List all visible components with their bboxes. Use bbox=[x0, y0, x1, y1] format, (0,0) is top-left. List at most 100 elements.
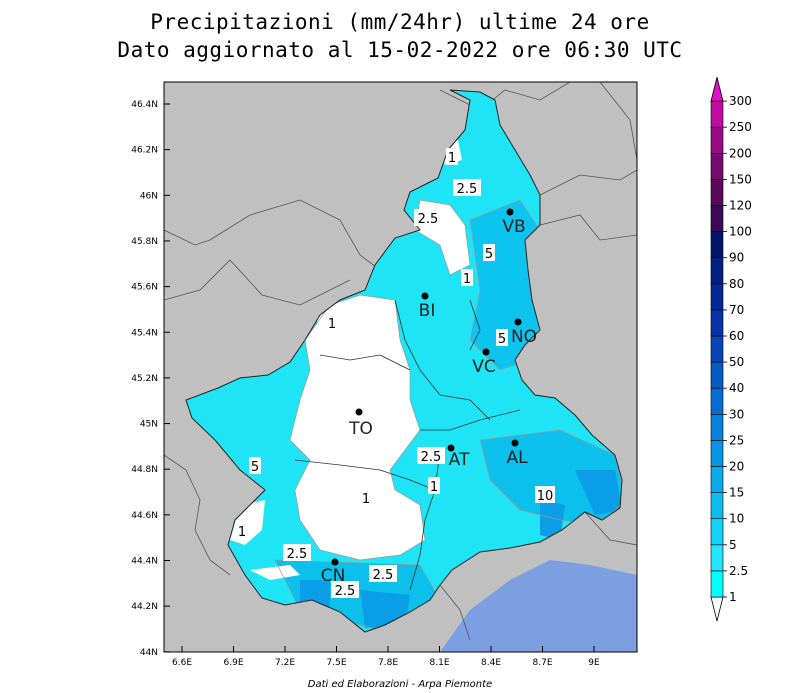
contour-label-bg bbox=[360, 489, 372, 506]
legend-swatch bbox=[710, 518, 724, 546]
legend-label: 40 bbox=[729, 381, 744, 395]
legend-arrow-top bbox=[710, 77, 724, 102]
rainfall-areas bbox=[230, 140, 622, 631]
contour-label: 5 bbox=[498, 332, 506, 347]
contour-label: 2.5 bbox=[418, 212, 439, 227]
contour-label: 1 bbox=[448, 151, 456, 166]
contour-label-bg bbox=[428, 477, 440, 494]
contour-label: 2.5 bbox=[421, 450, 442, 465]
legend-swatch bbox=[710, 466, 724, 493]
legend-label: 5 bbox=[729, 538, 737, 552]
lon-label: 7.8E bbox=[378, 658, 398, 668]
contour-label: 1 bbox=[328, 317, 336, 332]
legend-label: 300 bbox=[729, 94, 752, 108]
lon-label: 8.1E bbox=[430, 658, 450, 668]
city-dot bbox=[421, 292, 429, 300]
city-dot bbox=[355, 408, 363, 416]
lon-label: 9E bbox=[588, 658, 600, 668]
contour-label: 1 bbox=[362, 492, 370, 507]
legend-label: 100 bbox=[729, 225, 752, 239]
legend-swatch bbox=[710, 205, 724, 232]
border-lines bbox=[164, 82, 637, 641]
lat-label: 44.2N bbox=[131, 602, 158, 612]
contour-label-bg bbox=[417, 447, 445, 464]
legend-swatch bbox=[710, 361, 724, 389]
legend-swatch bbox=[710, 413, 724, 441]
city-label: AT bbox=[449, 450, 470, 470]
lon-label: 6.6E bbox=[172, 658, 192, 668]
lat-label: 46.2N bbox=[131, 146, 158, 156]
city-dot bbox=[514, 318, 522, 326]
precipitation-legend: 1 2.5 5 10 15 20 25 30 40 50 60 70 80 90 100 120 150 200 2… bbox=[710, 77, 752, 622]
lat-label: 45.6N bbox=[131, 283, 158, 293]
city-label: VB bbox=[502, 217, 525, 237]
legend-swatch bbox=[710, 309, 724, 337]
legend-swatch bbox=[710, 387, 724, 415]
legend-label: 2.5 bbox=[729, 564, 748, 578]
contour-label-bg bbox=[483, 244, 495, 261]
contour-label: 5 bbox=[251, 460, 259, 475]
legend-swatch bbox=[710, 153, 724, 180]
contour-label: 1 bbox=[430, 480, 438, 495]
city-label: TO bbox=[348, 419, 373, 439]
contour-label-bg bbox=[496, 329, 508, 346]
map-title: Precipitazioni (mm/24hr) ultime 24 ore bbox=[150, 10, 650, 34]
legend-label: 20 bbox=[729, 460, 744, 474]
city-label: BI bbox=[419, 301, 436, 321]
contour-label-bg bbox=[453, 179, 481, 196]
contour-label-bg bbox=[535, 486, 555, 503]
legend-swatch bbox=[710, 126, 724, 154]
contour-label: 1 bbox=[463, 272, 471, 287]
contour-label-bg bbox=[461, 269, 473, 286]
contour-label-bg bbox=[249, 457, 261, 474]
legend-swatch bbox=[710, 440, 724, 467]
lat-label: 44N bbox=[140, 648, 158, 658]
city-dot bbox=[506, 208, 514, 216]
lat-label: 45.8N bbox=[131, 237, 158, 247]
legend-label: 15 bbox=[729, 486, 744, 500]
legend-swatch bbox=[710, 231, 724, 259]
legend-swatch bbox=[710, 257, 724, 285]
sea-area bbox=[440, 560, 637, 652]
contour-label-bg bbox=[326, 314, 338, 331]
legend-label: 200 bbox=[729, 146, 752, 160]
contour-label-bg bbox=[236, 522, 248, 539]
legend-label: 50 bbox=[729, 355, 744, 369]
contour-label: 2.5 bbox=[335, 584, 356, 599]
legend-label: 25 bbox=[729, 433, 744, 447]
lon-label: 8.4E bbox=[481, 658, 501, 668]
latitude-axis: 46.4N 46.2N 46N 45.8N 45.6N 45.4N 45.2N 45N 44.8… bbox=[131, 100, 170, 658]
contour-label-bg bbox=[446, 148, 458, 165]
map-subtitle: Dato aggiornato al 15-02-2022 ore 06:30 … bbox=[117, 38, 683, 62]
legend-arrow-bottom bbox=[710, 596, 724, 622]
map-frame bbox=[163, 81, 638, 653]
contour-label-bg bbox=[331, 581, 359, 598]
legend-label: 70 bbox=[729, 303, 744, 317]
lat-label: 45N bbox=[140, 420, 158, 430]
legend-swatch bbox=[710, 544, 724, 572]
lon-label: 7.5E bbox=[327, 658, 347, 668]
lat-label: 45.4N bbox=[131, 328, 158, 338]
lon-label: 6.9E bbox=[224, 658, 244, 668]
city-label: VC bbox=[472, 357, 496, 377]
legend-label: 10 bbox=[729, 512, 744, 526]
legend-label: 80 bbox=[729, 277, 744, 291]
city-label: NO bbox=[511, 327, 537, 347]
lon-label: 8.7E bbox=[533, 658, 553, 668]
city-dot bbox=[331, 558, 339, 566]
city-label: AL bbox=[506, 448, 528, 468]
lat-label: 46N bbox=[140, 191, 158, 201]
legend-label: 60 bbox=[729, 329, 744, 343]
legend-label: 120 bbox=[729, 199, 752, 213]
legend-swatch bbox=[710, 335, 724, 363]
legend-swatch bbox=[710, 492, 724, 520]
lat-label: 44.8N bbox=[131, 465, 158, 475]
contour-label-bg bbox=[369, 565, 397, 582]
credits-footer: Dati ed Elaborazioni - Arpa Piemonte bbox=[307, 679, 493, 690]
contour-label-bg bbox=[414, 209, 442, 226]
legend-label: 1 bbox=[729, 590, 737, 604]
legend-label: 150 bbox=[729, 172, 752, 186]
contour-label-bg bbox=[283, 544, 311, 561]
contour-label: 2.5 bbox=[457, 182, 478, 197]
